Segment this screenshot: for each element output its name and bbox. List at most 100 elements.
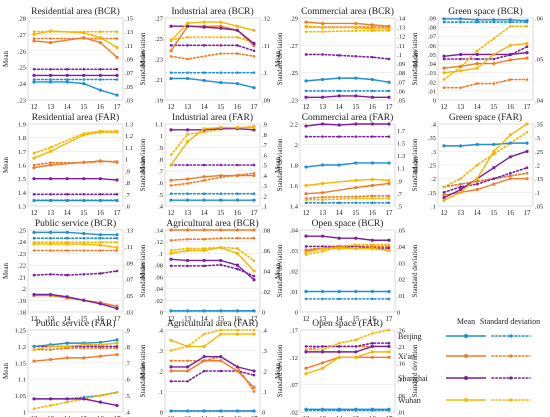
panel-green-space-far-ytick-label: .2 <box>431 176 436 183</box>
panel-commercial-area-far-mean-wuhan-point <box>304 183 308 188</box>
panel-public-service-far-sd-wuhan-point <box>49 404 52 407</box>
panel-residential-area-far-y2tick-label: .6 <box>125 204 131 211</box>
panel-commercial-area-bcr-y2tick-label: .1 <box>397 52 402 59</box>
panel-commercial-area-bcr-mean-beijing-point <box>370 77 374 82</box>
panel-commercial-area-bcr-mean-shanghai-point <box>370 95 374 99</box>
panel-commercial-area-far-sd-beijing-point <box>371 201 374 205</box>
panel-agricultural-area-far: Agricultural area (FAR) 0 .1 .2 .3 .4 0 .1 .2 .3.… <box>139 318 284 417</box>
panel-industrial-area-far-mean-shanghai-line <box>170 127 255 131</box>
panel-commercial-area-bcr-sd-shanghai-point <box>337 54 341 57</box>
panel-industrial-area-bcr-xtick-label: 13 <box>184 103 192 111</box>
panel-residential-area-bcr-sd-shanghai-point <box>115 67 119 71</box>
panel-green-space-bcr-ylabel: Mean <box>412 51 420 67</box>
panel-open-space-bcr-mean-beijing-point <box>304 289 308 294</box>
panel-commercial-area-far-mean-beijing-point <box>370 161 374 165</box>
panel-industrial-area-bcr-mean-wuhan-point <box>186 21 190 25</box>
panel-open-space-bcr-sd-beijing-point <box>321 297 324 301</box>
panel-agricultural-area-far-mean-beijing-point <box>252 409 256 413</box>
panel-commercial-area-bcr: Commercial area (BCR) .23 .25 .27 .29 .05 .06.… <box>274 6 419 111</box>
panel-agricultural-area-bcr-sd-shanghai-point <box>236 267 239 271</box>
legend-item-shanghai: Shanghai <box>398 374 531 383</box>
panel-industrial-area-far-sd-xi-an-point <box>202 179 206 182</box>
panel-commercial-area-bcr-sd-beijing-point <box>354 89 358 93</box>
panel-agricultural-area-bcr-sd-wuhan-line <box>170 246 255 262</box>
panel-commercial-area-far-sd-wuhan-point <box>371 197 374 200</box>
panel-open-space-far-mean-wuhan-point <box>370 350 374 354</box>
panel-open-space-bcr-y2tick-label: .02 <box>397 277 405 284</box>
panel-open-space-far-mean-beijing-point <box>321 407 325 411</box>
panel-commercial-area-bcr-sd-beijing-point <box>304 89 308 93</box>
panel-commercial-area-bcr-sd-shanghai-point <box>321 53 324 56</box>
panel-public-service-far-mean-wuhan-point <box>49 344 53 348</box>
panel-commercial-area-bcr-y2tick-label: .08 <box>397 70 405 77</box>
panel-agricultural-area-bcr-ytick-label: .14 <box>155 228 164 235</box>
panel-open-space-far-xtick-label: 14 <box>336 415 344 417</box>
panel-commercial-area-bcr-y2tick-label: .14 <box>397 16 406 23</box>
panel-agricultural-area-far-mean-wuhan-point <box>169 338 173 342</box>
panel-green-space-bcr-sd-shanghai-point <box>492 57 496 61</box>
panel-commercial-area-bcr-mean-shanghai-point <box>304 95 308 99</box>
panel-industrial-area-bcr-mean-beijing-line <box>170 77 255 89</box>
panel-open-space-far-y2tick-label: .21 <box>397 344 405 351</box>
panel-industrial-area-far-y2tick-label: .7 <box>262 142 268 149</box>
panel-commercial-area-bcr-y2label: Standard deviation <box>411 32 419 85</box>
panel-green-space-far-sd-xi-an-point <box>459 182 462 186</box>
panel-residential-area-bcr-mean-shanghai-point <box>98 73 102 77</box>
panel-residential-area-bcr-y2tick-label: .13 <box>125 29 133 36</box>
panel-agricultural-area-bcr-mean-beijing-point <box>186 309 190 313</box>
panel-open-space-bcr-mean-wuhan-point <box>304 250 308 255</box>
panel-residential-area-bcr-sd-beijing-point <box>49 78 52 81</box>
panel-public-service-bcr-y2tick-label: .07 <box>125 277 134 284</box>
panel-open-space-bcr-sd-beijing-point <box>371 297 374 301</box>
panel-green-space-bcr-mean-beijing-point <box>492 18 496 22</box>
panel-industrial-area-bcr-y2tick-label: .1 <box>262 70 267 77</box>
panel-public-service-bcr-mean-shanghai-point <box>115 306 119 311</box>
panel-open-space-far-xtick-label: 17 <box>386 415 394 417</box>
panel-residential-area-far-y2tick-label: 1.2 <box>125 133 133 140</box>
panel-public-service-far-ylabel: Mean <box>2 363 10 379</box>
panel-agricultural-area-far-title: Agricultural area (FAR) <box>167 318 258 329</box>
panel-public-service-far-sd-xi-an-point <box>49 348 52 351</box>
panel-commercial-area-far-mean-xi-an-point <box>304 192 308 196</box>
panel-public-service-bcr-sd-shanghai-point <box>82 272 86 276</box>
panel-public-service-far-mean-xi-an-point <box>82 356 86 360</box>
panel-public-service-bcr-sd-beijing-point <box>115 236 119 240</box>
panel-agricultural-area-far-sd-xi-an-line <box>170 355 255 393</box>
panel-agricultural-area-bcr-ytick-label: .06 <box>155 274 164 281</box>
panel-public-service-far-y2tick-label: .8 <box>125 344 130 351</box>
panel-public-service-far-mean-xi-an-point <box>49 357 53 362</box>
panel-green-space-bcr-mean-wuhan-line <box>443 42 528 74</box>
panel-residential-area-bcr-mean-wuhan-point <box>115 45 119 50</box>
legend-item-wuhan-label: Wuhan <box>398 396 421 405</box>
panel-agricultural-area-bcr-ytick-label: .08 <box>155 263 163 270</box>
panel-commercial-area-bcr-mean-wuhan-point <box>321 25 325 30</box>
panel-green-space-bcr-sd-wuhan-line <box>443 25 528 81</box>
panel-commercial-area-far-y2label: Standard deviation <box>411 138 419 191</box>
panel-green-space-far-ytick-label: .35 <box>428 135 436 142</box>
panel-agricultural-area-bcr-mean-shanghai-point <box>235 263 239 267</box>
panel-agricultural-area-far-mean-beijing-point <box>202 409 206 413</box>
panel-residential-area-bcr-mean-wuhan-point <box>49 29 53 33</box>
panel-industrial-area-bcr-sd-shanghai-point <box>252 49 256 53</box>
panel-industrial-area-bcr-mean-shanghai-point <box>219 26 223 30</box>
panel-agricultural-area-bcr-mean-beijing-point <box>252 309 256 313</box>
panel-industrial-area-far-xtick-label: 17 <box>251 209 259 217</box>
panel-residential-area-bcr-mean-beijing-line <box>33 81 118 96</box>
panel-public-service-far-mean-wuhan-point <box>65 344 69 348</box>
panel-public-service-far-ytick-label: 1.15 <box>15 360 26 367</box>
panel-commercial-area-bcr-y2tick-label: .12 <box>397 34 405 41</box>
panel-industrial-area-bcr-ytick-label: .23 <box>155 57 163 64</box>
panel-commercial-area-far-mean-wuhan-point <box>321 181 325 186</box>
panel-public-service-bcr-mean-wuhan-point <box>98 243 102 247</box>
panel-green-space-far-sd-shanghai-line <box>443 166 528 194</box>
panel-industrial-area-far-mean-wuhan-point <box>252 125 256 130</box>
panel-commercial-area-bcr-sd-shanghai-line <box>305 53 390 60</box>
panel-green-space-far-mean-xi-an-point <box>525 177 529 181</box>
panel-commercial-area-far-sd-xi-an-point <box>321 195 324 199</box>
panel-commercial-area-far-mean-shanghai-line <box>305 123 390 127</box>
panel-green-space-far-y2tick-label: .25 <box>535 149 543 156</box>
panel-agricultural-area-far-ylabel: Mean <box>139 363 147 379</box>
panel-commercial-area-bcr-sd-beijing-point <box>337 89 341 93</box>
panel-residential-area-far-mean-wuhan-point <box>115 130 119 134</box>
panel-green-space-far-mean-beijing-point <box>475 142 479 147</box>
